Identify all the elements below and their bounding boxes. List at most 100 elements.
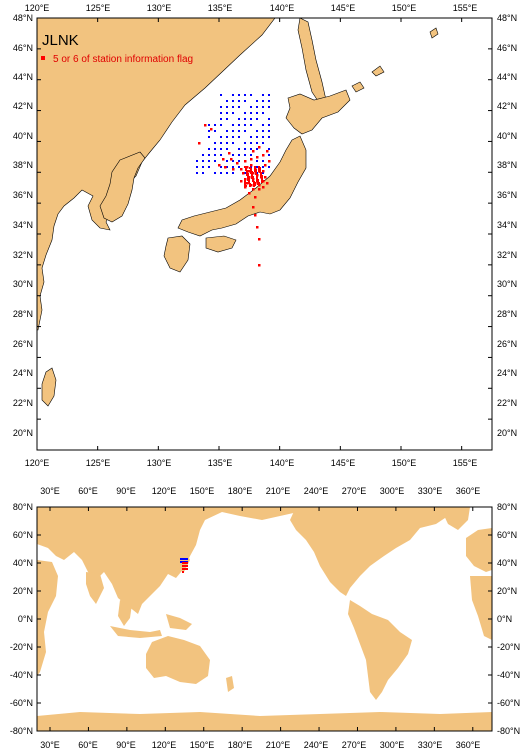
normal-station-marker (250, 118, 252, 120)
normal-station-marker (214, 154, 216, 156)
lat-tick-label: 32°N (13, 250, 33, 260)
lon-tick-label: 120°E (25, 3, 50, 13)
flagged-station-marker (254, 196, 257, 199)
normal-station-marker (244, 124, 246, 126)
lon-tick-label: 330°E (418, 740, 443, 750)
flagged-station-marker (244, 178, 247, 181)
normal-station-marker (214, 172, 216, 174)
flagged-station-marker (252, 178, 254, 180)
normal-station-marker (220, 94, 222, 96)
flagged-station-marker (222, 158, 225, 161)
normal-station-marker (208, 136, 210, 138)
lon-tick-label: 90°E (116, 486, 136, 496)
normal-station-marker (244, 118, 246, 120)
normal-station-marker (180, 558, 182, 560)
flagged-station-marker (186, 568, 188, 570)
normal-station-marker (262, 94, 264, 96)
normal-station-marker (196, 160, 198, 162)
lat-tick-label: -80°N (10, 726, 33, 736)
flagged-station-marker (262, 180, 265, 183)
normal-station-marker (244, 130, 246, 132)
normal-station-marker (232, 94, 234, 96)
flagged-station-marker (198, 142, 201, 145)
flagged-station-marker (252, 206, 255, 209)
normal-station-marker (220, 112, 222, 114)
lat-tick-label: 28°N (13, 309, 33, 319)
legend-label-flagged: 5 or 6 of station information flag (53, 54, 193, 65)
normal-station-marker (250, 142, 252, 144)
top-lon-labels-lower: 120°E 125°E 130°E 135°E 140°E 145°E 150°… (25, 458, 478, 468)
normal-station-marker (238, 160, 240, 162)
normal-station-marker (256, 130, 258, 132)
lat-tick-label: 48°N (497, 13, 517, 23)
normal-station-marker (244, 172, 246, 174)
normal-station-marker (208, 148, 210, 150)
lon-tick-label: 360°E (456, 486, 481, 496)
lon-tick-label: 270°E (342, 740, 367, 750)
normal-station-marker (196, 166, 198, 168)
lon-tick-label: 270°E (342, 486, 367, 496)
lon-tick-label: 30°E (40, 740, 60, 750)
normal-station-marker (268, 118, 270, 120)
lat-tick-label: 20°N (13, 586, 33, 596)
lon-tick-label: 145°E (331, 3, 356, 13)
lon-tick-label: 210°E (266, 740, 291, 750)
global-land (37, 507, 492, 731)
normal-station-marker (256, 100, 258, 102)
lat-tick-label: 48°N (13, 13, 33, 23)
lon-tick-label: 240°E (304, 740, 329, 750)
lon-tick-label: 145°E (331, 458, 356, 468)
normal-station-marker (214, 124, 216, 126)
normal-station-marker (220, 148, 222, 150)
normal-station-marker (232, 142, 234, 144)
global-map: 30°E 60°E 90°E 120°E 150°E 180°E 210°E 2… (10, 486, 520, 750)
normal-station-marker (202, 166, 204, 168)
flagged-station-marker (245, 167, 247, 169)
normal-station-marker (256, 136, 258, 138)
flagged-station-marker (240, 168, 243, 171)
flagged-station-marker (224, 166, 227, 169)
lat-tick-label: -20°N (497, 642, 520, 652)
normal-station-marker (238, 94, 240, 96)
flagged-station-marker (182, 562, 184, 564)
lat-tick-label: 22°N (13, 398, 33, 408)
lat-tick-label: 38°N (497, 160, 517, 170)
normal-station-marker (244, 154, 246, 156)
flagged-station-marker (246, 182, 249, 185)
normal-station-marker (250, 124, 252, 126)
flagged-station-marker (248, 170, 251, 173)
flagged-station-marker (252, 176, 254, 178)
lon-tick-label: 125°E (86, 3, 111, 13)
lat-tick-label: 42°N (497, 101, 517, 111)
lat-tick-label: 80°N (497, 502, 517, 512)
global-station-markers (180, 558, 188, 573)
flagged-station-marker (228, 152, 231, 155)
normal-station-marker (262, 100, 264, 102)
normal-station-marker (226, 142, 228, 144)
normal-station-marker (256, 112, 258, 114)
flagged-station-marker (248, 178, 250, 180)
flagged-station-marker (218, 164, 221, 167)
lon-tick-label: 180°E (228, 486, 253, 496)
lat-tick-label: 40°N (497, 131, 517, 141)
normal-station-marker (238, 118, 240, 120)
lon-tick-label: 140°E (270, 458, 295, 468)
normal-station-marker (214, 148, 216, 150)
bottom-lon-labels-lower: 30°E 60°E 90°E 120°E 150°E 180°E 210°E 2… (40, 740, 480, 750)
flagged-station-marker (252, 150, 255, 153)
normal-station-marker (220, 106, 222, 108)
normal-station-marker (220, 166, 222, 168)
flagged-station-marker (186, 562, 188, 564)
normal-station-marker (232, 136, 234, 138)
normal-station-marker (220, 142, 222, 144)
flagged-station-marker (184, 568, 186, 570)
flagged-station-marker (262, 154, 265, 157)
normal-station-marker (262, 136, 264, 138)
lon-tick-label: 150°E (190, 486, 215, 496)
lon-tick-label: 125°E (86, 458, 111, 468)
normal-station-marker (232, 130, 234, 132)
lat-tick-label: 36°N (13, 190, 33, 200)
regional-land (37, 18, 439, 407)
flagged-station-marker (249, 183, 251, 185)
